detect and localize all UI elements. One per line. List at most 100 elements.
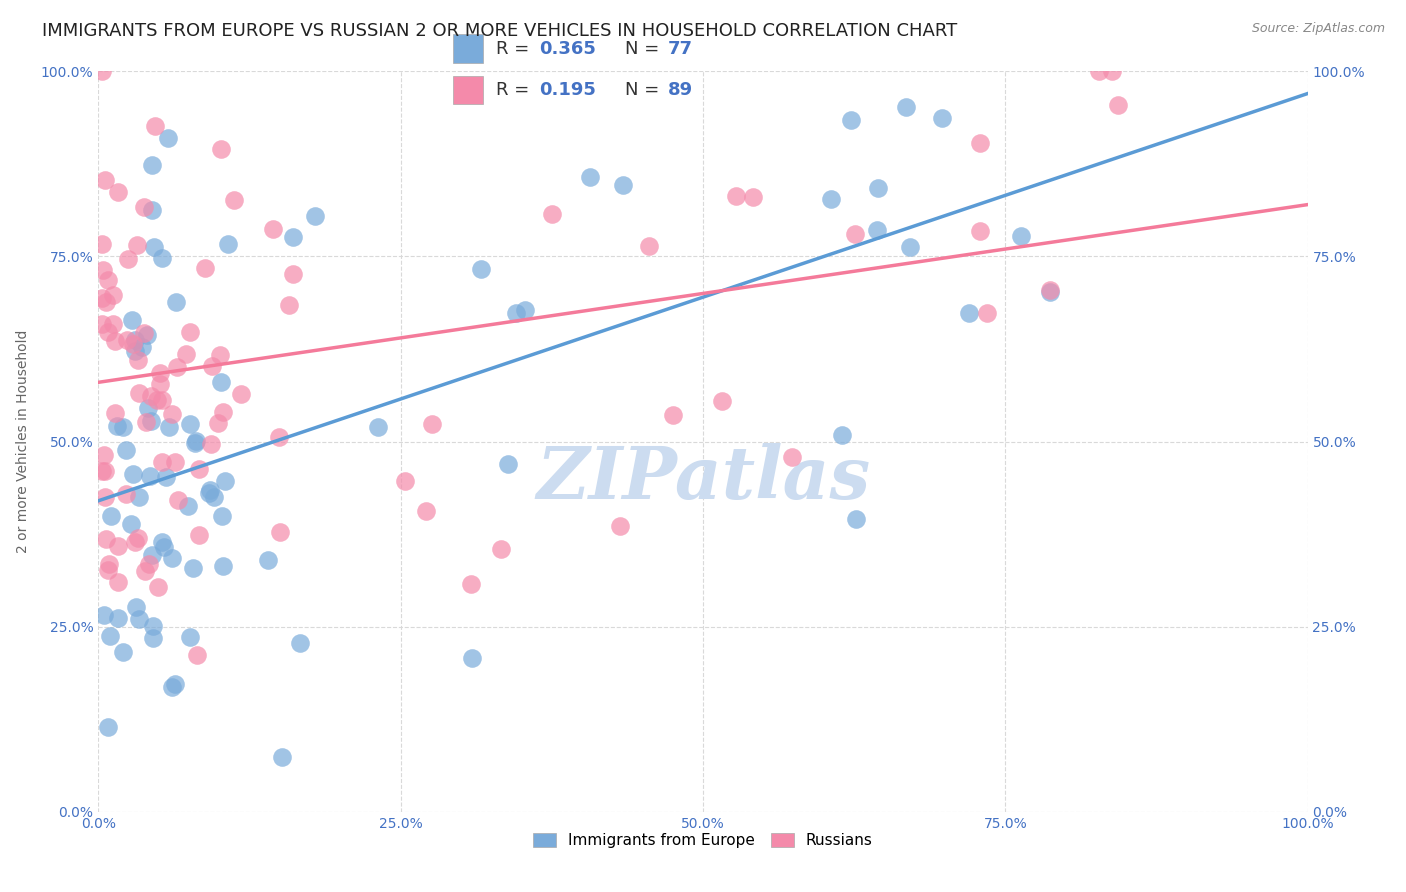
Point: [150, 392, 173, 407]
Point: [104, 334, 127, 348]
Point: [214, 475, 236, 489]
Point: [211, 509, 233, 524]
Point: [143, 240, 166, 254]
Point: [896, 100, 918, 114]
Point: [420, 417, 443, 432]
Point: [269, 524, 291, 539]
Point: [281, 230, 304, 244]
Point: [505, 306, 527, 320]
Point: [142, 619, 165, 633]
Point: [155, 470, 177, 484]
Point: [186, 648, 208, 662]
Point: [149, 376, 172, 391]
Point: [780, 450, 803, 465]
Point: [91, 317, 114, 331]
Point: [201, 359, 224, 374]
Point: [122, 337, 145, 351]
Point: [969, 224, 991, 238]
Point: [149, 366, 172, 380]
Point: [128, 611, 150, 625]
Point: [470, 262, 492, 277]
Point: [94, 532, 117, 546]
Point: [122, 467, 145, 481]
Text: N =: N =: [624, 81, 665, 99]
Point: [141, 157, 163, 171]
Point: [139, 469, 162, 483]
Point: [120, 517, 142, 532]
Point: [91, 291, 114, 305]
Point: [143, 119, 166, 133]
Point: [489, 541, 512, 556]
Point: [200, 436, 222, 450]
Point: [93, 608, 115, 623]
Point: [156, 130, 179, 145]
Point: [132, 200, 155, 214]
Point: [741, 190, 763, 204]
Point: [212, 559, 235, 574]
Point: [124, 334, 146, 348]
Legend: Immigrants from Europe, Russians: Immigrants from Europe, Russians: [526, 826, 880, 856]
Point: [98, 557, 121, 571]
Point: [107, 574, 129, 589]
Point: [976, 306, 998, 320]
Point: [150, 455, 173, 469]
Point: [845, 511, 868, 525]
Point: [194, 260, 217, 275]
Point: [124, 343, 146, 358]
Point: [179, 417, 201, 432]
Point: [91, 237, 114, 252]
Point: [969, 136, 991, 151]
Point: [184, 436, 207, 450]
Point: [198, 486, 221, 500]
Point: [198, 483, 221, 497]
Point: [637, 239, 659, 253]
Point: [121, 313, 143, 327]
Point: [217, 236, 239, 251]
Point: [139, 414, 162, 428]
Point: [93, 448, 115, 462]
Text: 0.365: 0.365: [538, 39, 596, 57]
Point: [868, 181, 890, 195]
Point: [188, 528, 211, 542]
Point: [207, 416, 229, 430]
Point: [844, 227, 866, 241]
Point: [288, 636, 311, 650]
Point: [212, 405, 235, 419]
Point: [94, 173, 117, 187]
Point: [127, 352, 149, 367]
Point: [138, 557, 160, 571]
Point: [174, 347, 197, 361]
Point: [367, 419, 389, 434]
Point: [150, 251, 173, 265]
Point: [112, 420, 135, 434]
FancyBboxPatch shape: [453, 35, 482, 62]
Text: ZIPatlas: ZIPatlas: [536, 443, 870, 514]
Point: [820, 192, 842, 206]
Point: [612, 178, 634, 192]
Point: [107, 611, 129, 625]
Point: [177, 499, 200, 513]
Point: [100, 509, 122, 524]
Text: R =: R =: [496, 81, 534, 99]
Point: [209, 375, 232, 389]
Point: [1039, 285, 1062, 300]
Point: [209, 143, 232, 157]
Point: [97, 326, 120, 340]
Point: [179, 325, 201, 339]
Point: [107, 185, 129, 199]
Point: [128, 490, 150, 504]
Text: Source: ZipAtlas.com: Source: ZipAtlas.com: [1251, 22, 1385, 36]
Point: [394, 474, 416, 488]
Y-axis label: 2 or more Vehicles in Household: 2 or more Vehicles in Household: [15, 330, 30, 553]
Point: [135, 416, 157, 430]
Point: [141, 389, 163, 403]
Point: [283, 268, 305, 282]
FancyBboxPatch shape: [453, 76, 482, 103]
Point: [135, 327, 157, 342]
Point: [1039, 283, 1062, 297]
Point: [134, 326, 156, 340]
Text: 89: 89: [668, 81, 693, 99]
Point: [97, 273, 120, 287]
Point: [415, 504, 437, 518]
Point: [166, 359, 188, 374]
